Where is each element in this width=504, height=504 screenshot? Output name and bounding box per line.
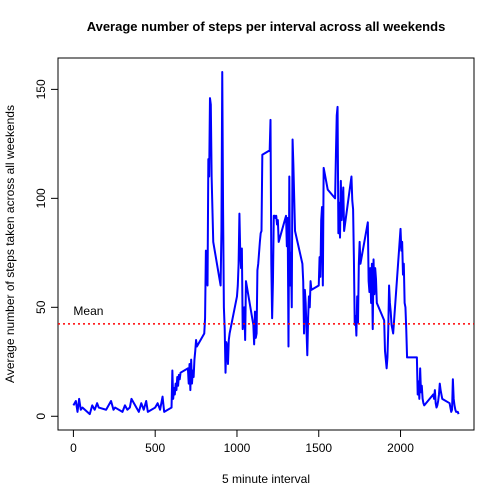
x-tick-label: 500 bbox=[145, 441, 165, 455]
x-tick-label: 2000 bbox=[387, 441, 414, 455]
chart-title: Average number of steps per interval acr… bbox=[87, 19, 446, 34]
y-tick-label: 100 bbox=[34, 188, 48, 208]
y-tick-label: 50 bbox=[34, 300, 48, 314]
x-tick-label: 0 bbox=[70, 441, 77, 455]
plot-box bbox=[57, 57, 475, 431]
x-tick-label: 1500 bbox=[305, 441, 332, 455]
x-tick-label: 1000 bbox=[224, 441, 251, 455]
y-tick-label: 150 bbox=[34, 79, 48, 99]
y-tick-label: 0 bbox=[34, 413, 48, 420]
y-axis-label: Average number of steps taken across all… bbox=[3, 105, 17, 383]
mean-label: Mean bbox=[73, 304, 103, 318]
data-line bbox=[72, 70, 460, 416]
x-axis-label: 5 minute interval bbox=[222, 472, 310, 486]
